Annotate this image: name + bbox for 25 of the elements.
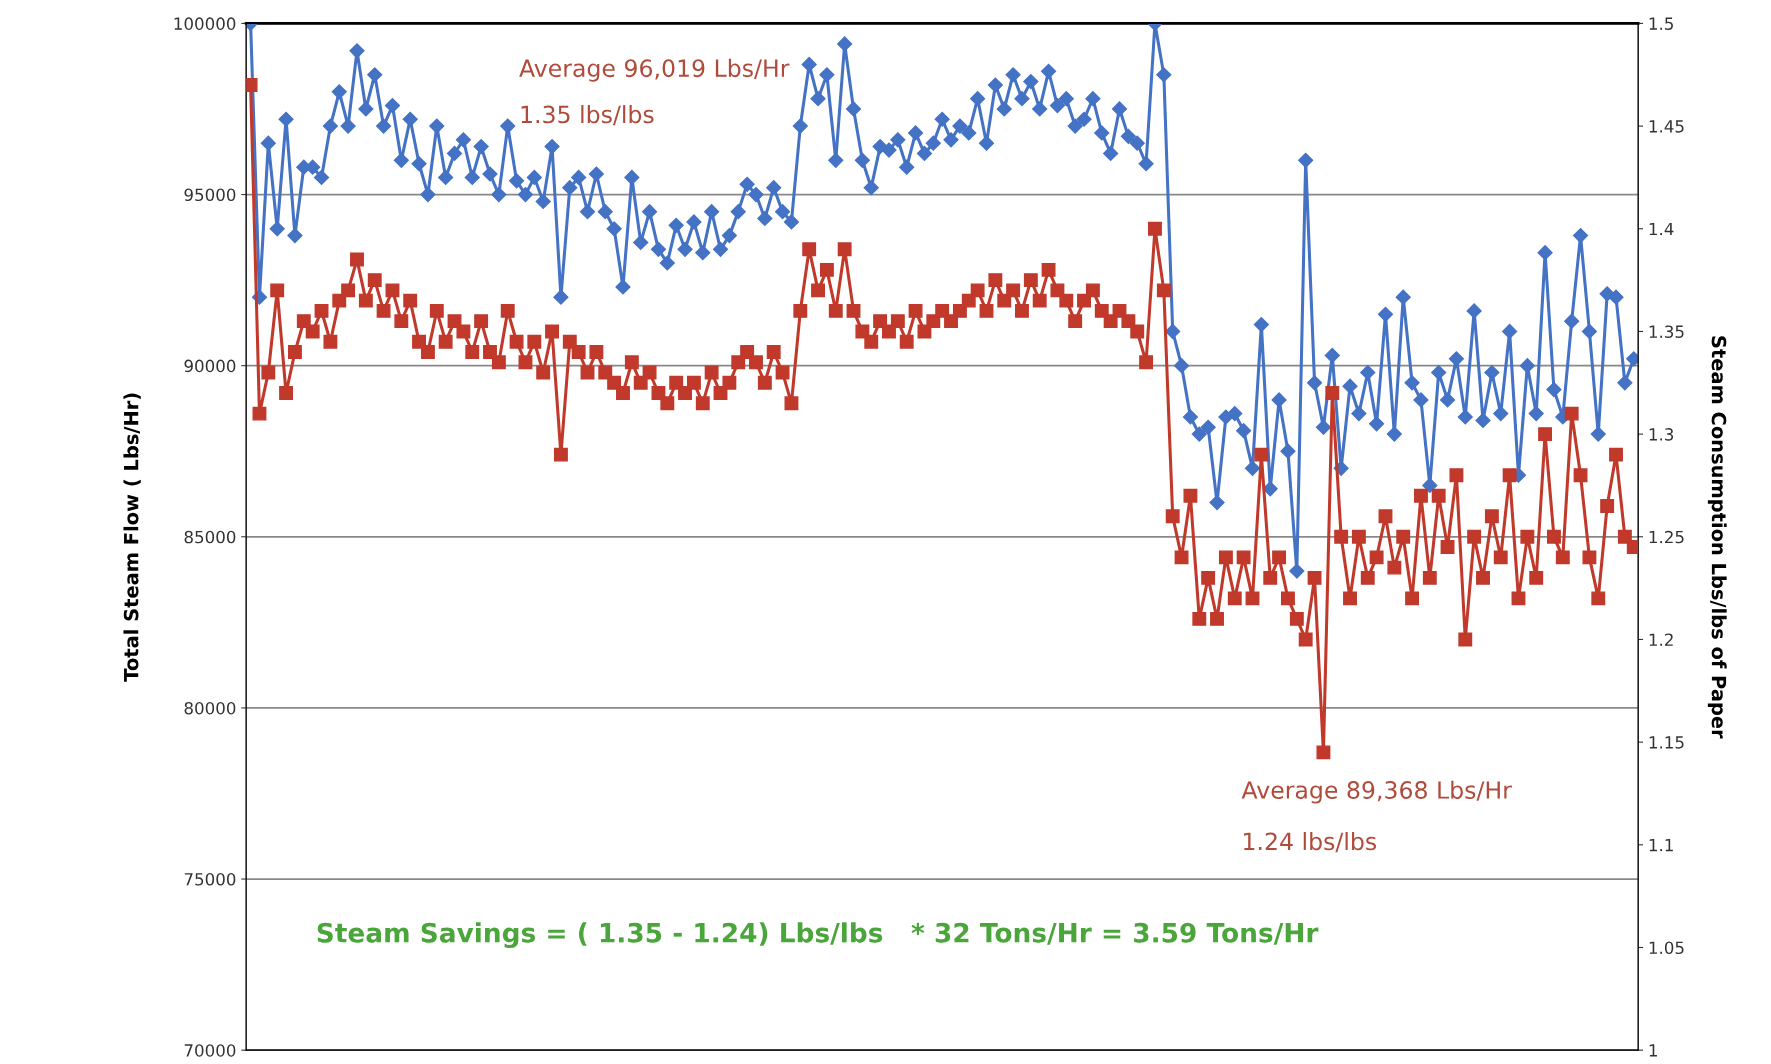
annotation: 1.24 lbs/lbs <box>1244 832 1377 853</box>
y-axis-title: Total Steam Flow ( Lbs/Hr) <box>123 393 141 682</box>
y-tick-label: 90000 <box>184 359 236 373</box>
y2-tick-label: 1 <box>1649 1044 1657 1057</box>
y2-tick-label: 1.15 <box>1649 736 1684 749</box>
y-tick-label: 70000 <box>184 1044 236 1057</box>
y-tick-label: 95000 <box>184 188 236 202</box>
annotation: Average 89,368 Lbs/Hr <box>1241 780 1512 804</box>
y2-tick-label: 1.25 <box>1649 530 1684 544</box>
annotation: Average 96,019 Lbs/Hr <box>519 58 790 82</box>
y2-tick-label: 1.2 <box>1649 633 1673 646</box>
y-tick-label: 85000 <box>184 530 236 544</box>
y2-tick-label: 1.4 <box>1649 222 1674 236</box>
y2-tick-label: 1.45 <box>1649 120 1684 133</box>
y-tick-label: 100000 <box>174 17 236 30</box>
y2-tick-label: 1.5 <box>1649 17 1673 30</box>
y2-tick-label: 1.05 <box>1649 941 1684 955</box>
annotation: 1.35 lbs/lbs <box>521 105 654 126</box>
y2-axis-title: Steam Consumption Lbs/lbs of Paper <box>1707 336 1727 739</box>
y2-tick-label: 1.35 <box>1649 325 1684 339</box>
y-tick-label: 80000 <box>184 701 236 715</box>
annotation: Steam Savings = ( 1.35 - 1.24) Lbs/lbs * 32 Tons/Hr = 3.59 Tons/Hr <box>317 922 1319 949</box>
y-tick-label: 75000 <box>184 873 236 886</box>
y2-tick-label: 1.3 <box>1649 428 1674 441</box>
y2-tick-label: 1.1 <box>1649 839 1673 852</box>
